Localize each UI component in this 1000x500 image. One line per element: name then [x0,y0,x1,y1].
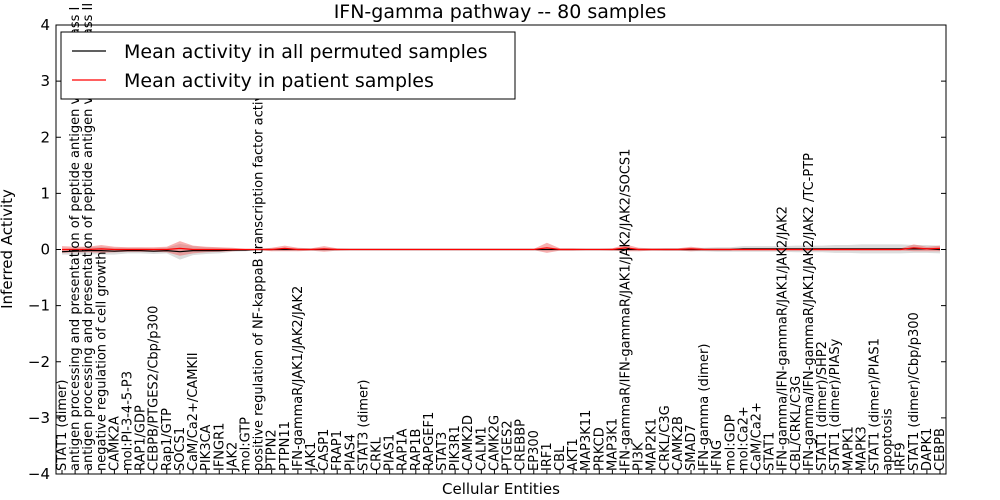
category-label: DAPK1 [920,428,935,471]
category-label: JAK2 [225,442,240,472]
category-label: IRF9 [894,442,909,471]
legend-label-1: Mean activity in all permuted samples [124,41,487,63]
category-label: CAMK2A [107,416,122,471]
y-tick-label: 4 [40,16,50,34]
y-tick-label: −1 [28,297,50,315]
category-label: IFN-gammaR/IFN-gammaR/JAK1/JAK2/JAK2/SOC… [619,149,634,471]
category-label: RAP1B [409,429,424,471]
category-label: IRF1 [540,442,555,471]
category-label: mol:Ca2+ [736,406,751,471]
category-label: CEBPB/PTGES2/Cbp/p300 [147,306,162,471]
legend: Mean activity in all permuted samples Mea… [60,31,516,100]
category-label: STAT1 [763,432,778,471]
legend-box [60,31,516,100]
category-label: CALM1 [474,426,489,471]
category-label: CBL [553,445,568,471]
y-tick-label: −2 [28,353,50,371]
plot-frame [55,24,947,475]
y-tick-label: 1 [40,184,50,202]
category-label: CAMK2G [487,415,502,471]
category-label: CREBBP [514,419,529,471]
y-ticks: −4 −3 −2 −1 0 1 2 3 4 [28,16,946,483]
category-label: mol:PI-3-4-5-P3 [121,371,136,471]
category-label: RAPGEF1 [422,412,437,471]
category-label: EP300 [527,430,542,471]
y-tick-label: 3 [40,72,50,90]
category-label: SMAD7 [684,424,699,471]
category-label: PTPN11 [278,421,293,471]
category-label: STAT1 (dimer) [55,380,70,471]
category-label: IFN-gamma/IFN-gammaR/JAK1/JAK2/JAK2 [776,206,791,471]
category-label: PIAS4 [343,434,358,471]
category-label: PTPN2 [265,429,280,471]
category-label: CBL/CRKL/C3G [789,376,804,471]
category-label: STAT3 (dimer) [356,380,371,471]
category-label: mol:GDP [723,414,738,471]
category-label: RAP1A [396,428,411,471]
y-tick-label: 0 [40,241,50,259]
category-label: MAP2K1 [645,418,660,471]
category-label: PI3K [632,442,647,471]
category-label: IFN-gamma/IFN-gammaR/JAK1/JAK2/JAK2 /TC-… [802,153,817,471]
category-label: apoptosis [881,408,896,471]
category-label: STAT1 (dimer)/Cbp/p300 [907,312,922,471]
category-label: FRAP1 [330,430,345,471]
category-label: negative regulation of cell growth [94,251,109,471]
category-label: MAP3K1 [605,418,620,471]
category-label: CAMK2D [461,415,476,471]
category-label: STAT1 (dimer)/PIASy [828,338,843,471]
category-label: CRKL [370,436,385,471]
y-tick-label: −4 [28,465,50,483]
category-label: PRKCD [592,427,607,471]
category-label: CaM/Ca2+/CAMKII [186,352,201,471]
category-label: PIK3R1 [448,425,463,471]
y-axis-label: Inferred Activity [0,189,16,309]
category-label: IFNG [710,440,725,471]
category-label: PTGES2 [501,420,516,471]
line-series-2 [62,247,941,251]
category-label: Rap1/GTP [160,408,175,471]
band-series-1 [62,243,940,260]
category-label: CaM/Ca2+ [750,402,765,471]
category-labels: STAT1 (dimer)antigen processing and pres… [55,3,948,474]
category-label: MAPK3 [854,426,869,471]
category-label: antigen processing and presentation of p… [68,7,83,471]
x-axis-label: Cellular Entities [442,480,560,498]
category-label: IFN-gamma (dimer) [697,344,712,471]
category-label: MAP3K11 [579,410,594,471]
legend-label-2: Mean activity in patient samples [124,70,434,92]
y-tick-label: −3 [28,409,50,427]
category-label: MAPK1 [841,426,856,471]
category-label: positive regulation of NF-kappaB transcr… [252,77,267,471]
category-label: STAT3 [435,432,450,471]
category-label: PIAS1 [383,434,398,471]
category-label: IFN-gammaR/JAK1/JAK2/JAK2 [291,286,306,471]
y-tick-label: 2 [40,128,50,146]
category-label: AKT1 [566,438,581,471]
category-label: IFNGR1 [212,423,227,471]
category-label: RAP1/GDP [134,405,149,471]
category-label: mol:GTP [239,417,254,471]
chart-title: IFN-gamma pathway -- 80 samples [334,1,667,23]
category-label: CAMK2B [671,416,686,471]
series-lines [61,247,941,253]
category-label: CASP1 [317,429,332,471]
category-label: SOCS1 [173,427,188,471]
category-label: STAT1 (dimer)/SHP2 [815,341,830,471]
category-label: antigen processing and presentation of p… [81,3,96,471]
category-label: JAK1 [304,442,319,472]
category-label: PIK3CA [199,424,214,471]
category-label: CRKL/C3G [658,405,673,471]
category-label: CEBPB [933,428,948,471]
category-label: STAT1 (dimer)/PIAS1 [868,338,883,471]
